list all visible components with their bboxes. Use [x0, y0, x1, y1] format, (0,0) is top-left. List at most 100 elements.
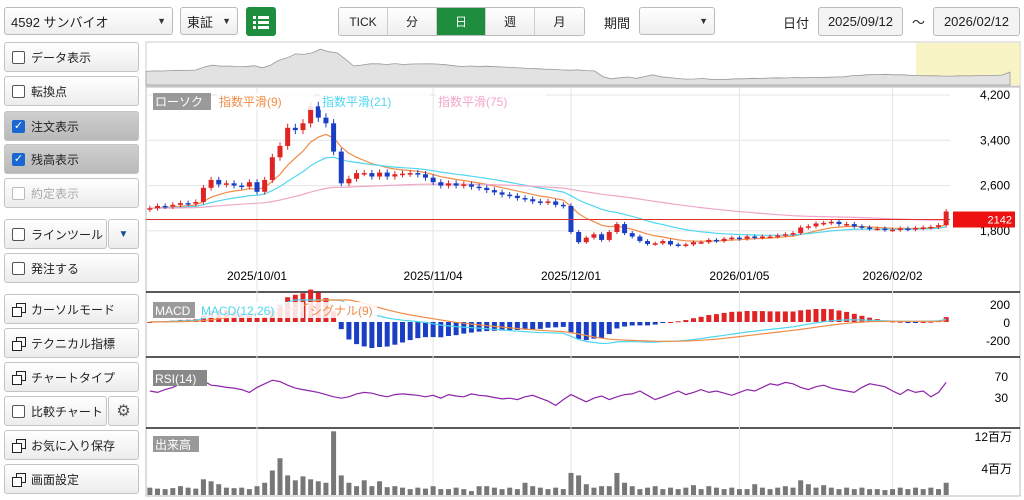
- window-icon: [12, 438, 26, 453]
- candle: [400, 173, 406, 176]
- candle: [223, 183, 229, 185]
- volume-bar: [645, 487, 651, 495]
- candle: [300, 123, 306, 131]
- volume-bar: [185, 487, 191, 495]
- volume-bar: [262, 482, 268, 495]
- checkbox-checked-icon: ✓: [12, 152, 25, 166]
- candle: [177, 203, 183, 205]
- volume-bar: [239, 487, 245, 495]
- volume-bar: [400, 487, 406, 495]
- tab-month[interactable]: 月: [535, 8, 584, 35]
- line-tool-dropdown[interactable]: ▼: [108, 219, 139, 249]
- candle: [943, 211, 949, 226]
- macd-histogram-bar: [262, 316, 268, 322]
- volume-bar: [292, 480, 298, 495]
- tab-week[interactable]: 週: [486, 8, 535, 35]
- screen-settings-button[interactable]: 画面設定: [4, 464, 139, 494]
- macd-histogram-bar: [721, 312, 727, 322]
- exchange-select[interactable]: 東証 ▼: [180, 7, 238, 35]
- cursor-mode-button[interactable]: カーソルモード: [4, 294, 139, 324]
- checkbox-icon: [12, 404, 25, 418]
- legend-bg: [436, 93, 546, 110]
- last-price-label: 2142: [988, 215, 1012, 227]
- compare-chart-toggle[interactable]: 比較チャート: [4, 396, 107, 426]
- volume-bar: [828, 487, 834, 495]
- candle: [698, 242, 704, 244]
- volume-bar: [269, 470, 275, 495]
- candle: [193, 201, 199, 204]
- macd-histogram-bar: [928, 321, 934, 323]
- macd-legend-macd_series: MACD(12,26): [201, 304, 274, 318]
- symbol-select[interactable]: 4592 サンバイオ ▼: [4, 7, 173, 35]
- data-display-toggle[interactable]: データ表示: [4, 42, 139, 72]
- executed-display-label: 約定表示: [31, 186, 80, 201]
- save-favorite-button[interactable]: お気に入り保存: [4, 430, 139, 460]
- chevron-down-icon: ▼: [157, 16, 166, 26]
- volume-bar: [231, 488, 237, 495]
- macd-histogram-bar: [361, 322, 367, 347]
- executed-display-toggle[interactable]: 約定表示: [4, 178, 139, 208]
- candle: [660, 241, 666, 244]
- tab-day[interactable]: 日: [437, 8, 486, 35]
- candle: [913, 228, 919, 230]
- volume-bar: [193, 488, 199, 495]
- order-display-toggle[interactable]: ✓ 注文表示: [4, 111, 139, 141]
- macd-histogram-bar: [514, 322, 520, 330]
- volume-bar: [461, 489, 467, 495]
- macd-histogram-bar: [851, 313, 857, 322]
- place-order-toggle[interactable]: 発注する: [4, 253, 139, 283]
- macd-histogram-bar: [690, 318, 696, 322]
- macd-histogram-bar: [675, 321, 681, 323]
- macd-histogram-bar: [568, 322, 574, 334]
- chart-type-button[interactable]: チャートタイプ: [4, 362, 139, 392]
- window-icon: [12, 472, 26, 487]
- volume-bar: [246, 489, 252, 495]
- macd-histogram-bar: [836, 310, 842, 322]
- volume-bar: [698, 489, 704, 495]
- volume-bar: [338, 475, 344, 495]
- candle: [553, 201, 559, 205]
- macd-histogram-bar: [354, 322, 360, 345]
- volume-bar: [936, 489, 942, 495]
- volume-bar: [545, 489, 551, 495]
- volume-bar: [384, 487, 390, 495]
- volume-bar: [522, 482, 528, 495]
- legend-bg: [153, 93, 211, 110]
- volume-bar: [369, 486, 375, 495]
- date-to-input[interactable]: 2026/02/12: [933, 7, 1020, 36]
- macd-histogram-bar: [438, 322, 444, 338]
- turning-point-toggle[interactable]: 転換点: [4, 76, 139, 106]
- candle: [461, 184, 467, 186]
- tab-tick[interactable]: TICK: [339, 8, 388, 35]
- volume-bar: [430, 486, 436, 495]
- tab-minute[interactable]: 分: [388, 8, 437, 35]
- candle: [583, 237, 589, 243]
- macd-histogram-bar: [828, 309, 834, 322]
- compare-settings-button[interactable]: ⚙: [108, 396, 139, 426]
- volume-bar: [422, 488, 428, 495]
- technical-indicator-button[interactable]: テクニカル指標: [4, 328, 139, 358]
- candle: [262, 179, 268, 192]
- date-from-input[interactable]: 2025/09/12: [818, 7, 903, 36]
- legend-bg: [217, 93, 314, 110]
- candle: [790, 233, 796, 235]
- volume-bar: [438, 489, 444, 495]
- volume-bar: [530, 486, 536, 495]
- volume-bar: [905, 489, 911, 495]
- macd-tick: 200: [990, 298, 1010, 312]
- volume-bar: [614, 472, 620, 495]
- volume-bar: [660, 489, 666, 495]
- period-select[interactable]: ▼: [639, 7, 715, 35]
- macd-histogram-bar: [407, 322, 413, 341]
- volume-bar: [553, 487, 559, 495]
- macd-tick: 0: [1003, 316, 1010, 330]
- list-menu-button[interactable]: [246, 7, 276, 36]
- balance-display-toggle[interactable]: ✓ 残高表示: [4, 144, 139, 174]
- candle: [599, 234, 605, 240]
- volume-bar: [154, 488, 160, 495]
- macd-histogram-bar: [583, 322, 589, 341]
- volume-bar: [637, 489, 643, 495]
- volume-bar: [913, 487, 919, 495]
- line-tool-toggle[interactable]: ラインツール: [4, 219, 107, 249]
